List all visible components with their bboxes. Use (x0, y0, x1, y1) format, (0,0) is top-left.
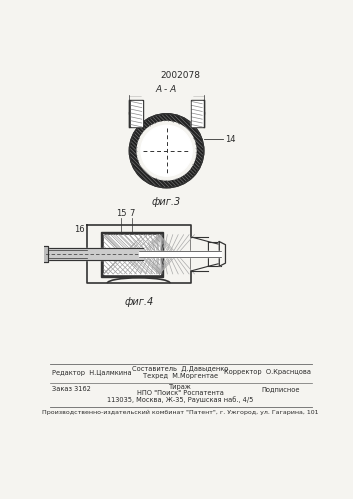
Bar (199, 98, 203, 114)
Text: Тираж: Тираж (169, 384, 192, 390)
Circle shape (130, 114, 204, 188)
Bar (128, 97, 205, 111)
Text: А - А: А - А (156, 85, 177, 94)
Circle shape (141, 125, 192, 176)
Polygon shape (104, 235, 160, 274)
Polygon shape (139, 251, 221, 257)
Text: 14: 14 (225, 135, 235, 144)
Polygon shape (208, 242, 221, 266)
Polygon shape (191, 101, 203, 126)
Bar (193, 97, 204, 114)
Polygon shape (219, 242, 226, 266)
Text: НПО "Поиск" Роспатента: НПО "Поиск" Роспатента (137, 390, 224, 396)
Polygon shape (191, 237, 208, 271)
Text: Корректор  О.Краснцова: Корректор О.Краснцова (224, 369, 311, 375)
Text: 16: 16 (74, 225, 84, 234)
Text: Заказ 3162: Заказ 3162 (52, 386, 91, 392)
Text: фиг.4: фиг.4 (124, 297, 153, 307)
Text: фиг.3: фиг.3 (152, 197, 181, 207)
Polygon shape (131, 101, 142, 126)
Bar (130, 97, 141, 114)
Polygon shape (191, 100, 204, 127)
Polygon shape (42, 246, 48, 261)
Text: 2002078: 2002078 (161, 71, 201, 80)
Circle shape (137, 121, 196, 180)
Text: 113035, Москва, Ж-35, Раушская наб., 4/5: 113035, Москва, Ж-35, Раушская наб., 4/5 (107, 396, 254, 403)
Bar (130, 98, 135, 114)
Text: Редактор  Н.Цалмкина: Редактор Н.Цалмкина (52, 369, 132, 376)
Text: Составитель  Д.Давыденко: Составитель Д.Давыденко (132, 366, 229, 372)
Text: Техред  М.Моргентае: Техред М.Моргентае (143, 372, 218, 379)
Text: 15: 15 (115, 209, 126, 218)
Text: Подписное: Подписное (261, 386, 300, 392)
Text: 7: 7 (130, 209, 135, 218)
Polygon shape (101, 232, 163, 277)
Polygon shape (130, 100, 143, 127)
Text: Производственно-издательский комбинат "Патент", г. Ужгород, ул. Гагарина, 101: Производственно-издательский комбинат "П… (42, 410, 319, 415)
Polygon shape (87, 226, 191, 283)
Polygon shape (44, 248, 143, 260)
